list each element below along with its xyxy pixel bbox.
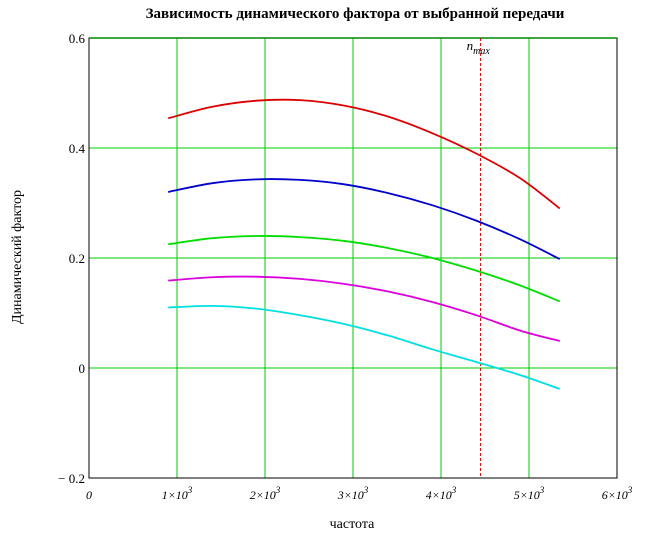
chart-title: Зависимость динамического фактора от выб… — [145, 6, 565, 22]
x-tick-label: 0 — [86, 488, 92, 502]
x-tick-label: 5×103 — [514, 485, 545, 502]
x-tick-label: 3×103 — [337, 485, 369, 502]
y-tick-label: 0.2 — [69, 251, 85, 266]
x-tick-label: 2×103 — [250, 485, 281, 502]
series-line-5 — [168, 304, 561, 390]
series-line-1 — [167, 98, 561, 210]
y-tick-label: − 0.2 — [58, 471, 85, 486]
nmax-label: nmax — [467, 38, 491, 57]
x-tick-label: 1×103 — [162, 485, 193, 502]
y-tick-label: 0 — [79, 361, 86, 376]
x-tick-label: 4×103 — [426, 485, 457, 502]
series-line-2 — [168, 178, 561, 260]
series-line-3 — [168, 235, 561, 303]
x-tick-label: 6×103 — [602, 485, 633, 502]
y-tick-label: 0.6 — [69, 31, 86, 46]
x-axis-label: частота — [329, 517, 375, 532]
series-line-4 — [168, 275, 561, 342]
y-tick-label: 0.4 — [69, 141, 86, 156]
